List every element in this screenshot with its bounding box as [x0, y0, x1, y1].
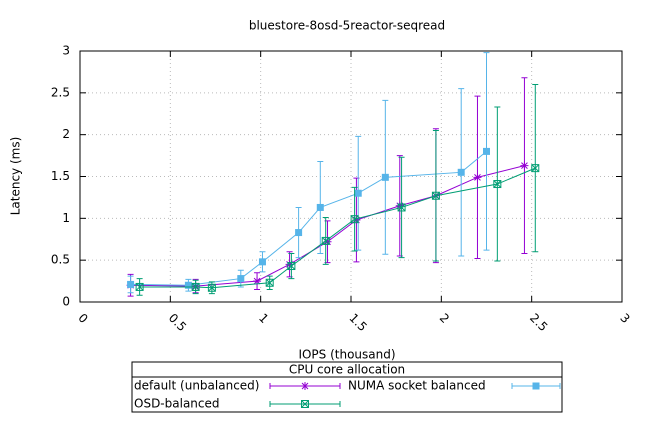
point — [301, 400, 309, 408]
marker — [184, 281, 192, 289]
marker — [321, 237, 330, 245]
point — [287, 262, 296, 271]
legend-box — [131, 361, 563, 413]
marker — [258, 258, 266, 266]
marker — [531, 164, 540, 172]
point — [352, 216, 361, 225]
marker — [493, 180, 502, 189]
point — [473, 173, 482, 182]
point — [520, 161, 529, 170]
point — [457, 168, 465, 176]
marker — [520, 161, 529, 170]
marker — [352, 216, 361, 225]
legend-label: OSD-balanced — [134, 397, 220, 411]
marker — [265, 278, 274, 287]
point — [265, 278, 274, 287]
point — [532, 382, 540, 390]
marker — [354, 189, 362, 197]
x-tick-label: 2 — [437, 311, 452, 326]
point — [397, 203, 406, 212]
marker — [432, 191, 440, 200]
series-line — [130, 165, 525, 287]
point — [258, 258, 266, 266]
y-axis-label: Latency (ms) — [9, 137, 23, 216]
marker — [301, 400, 309, 408]
marker — [301, 400, 309, 408]
x-tick-label: 0 — [75, 311, 90, 326]
legend-title: CPU core allocation — [289, 363, 405, 377]
marker — [381, 173, 389, 181]
legend-label: default (unbalanced) — [134, 379, 259, 393]
marker — [531, 164, 540, 173]
x-axis-label: IOPS (thousand) — [298, 348, 395, 362]
marker — [316, 203, 324, 211]
marker — [135, 283, 144, 291]
point — [127, 280, 135, 288]
point — [316, 203, 324, 211]
y-tick-label: 0.5 — [51, 253, 70, 267]
x-tick-label: 2.5 — [527, 311, 550, 334]
marker — [265, 278, 274, 287]
y-tick-label: 1.5 — [51, 169, 70, 183]
marker — [532, 382, 540, 390]
y-tick-label: 3 — [62, 44, 70, 58]
point — [381, 173, 389, 181]
marker — [350, 215, 359, 224]
marker — [127, 280, 135, 288]
marker — [493, 180, 502, 188]
marker — [431, 191, 440, 200]
y-tick-label: 2.5 — [51, 85, 70, 99]
point — [135, 282, 144, 291]
marker — [301, 382, 309, 390]
point — [531, 164, 540, 173]
point — [354, 189, 362, 197]
y-tick-label: 2 — [62, 127, 70, 141]
chart-title: bluestore-8osd-5reactor-seqread — [249, 19, 445, 33]
y-tick-label: 0 — [62, 295, 70, 309]
marker — [287, 262, 296, 270]
marker — [207, 283, 216, 292]
point — [295, 229, 303, 237]
marker — [237, 275, 245, 283]
point — [253, 277, 262, 286]
marker — [457, 168, 465, 176]
point — [493, 180, 502, 189]
point — [184, 281, 192, 289]
marker — [483, 147, 490, 155]
point — [350, 215, 359, 224]
marker — [295, 229, 303, 237]
point — [301, 382, 309, 390]
x-tick-label: 0.5 — [166, 311, 189, 334]
x-tick-label: 1.5 — [346, 311, 369, 334]
marker — [253, 277, 262, 286]
point — [191, 282, 200, 291]
point — [321, 236, 330, 245]
point — [207, 283, 216, 292]
x-tick-label: 3 — [617, 311, 632, 326]
marker — [287, 262, 296, 271]
x-tick-label: 1 — [256, 311, 271, 326]
marker — [321, 236, 330, 245]
marker — [323, 237, 332, 246]
point — [483, 147, 490, 155]
marker — [191, 283, 200, 291]
point — [237, 275, 245, 283]
marker — [350, 215, 359, 224]
plot-frame — [79, 50, 623, 303]
y-tick-label: 1 — [62, 211, 70, 225]
marker — [473, 173, 482, 182]
point — [431, 191, 440, 200]
legend-label: NUMA socket balanced — [348, 379, 486, 393]
marker — [208, 283, 216, 292]
marker — [135, 282, 144, 291]
marker — [397, 203, 406, 212]
point — [323, 237, 332, 246]
marker — [191, 282, 200, 291]
marker — [397, 203, 406, 212]
series-line — [139, 167, 536, 289]
